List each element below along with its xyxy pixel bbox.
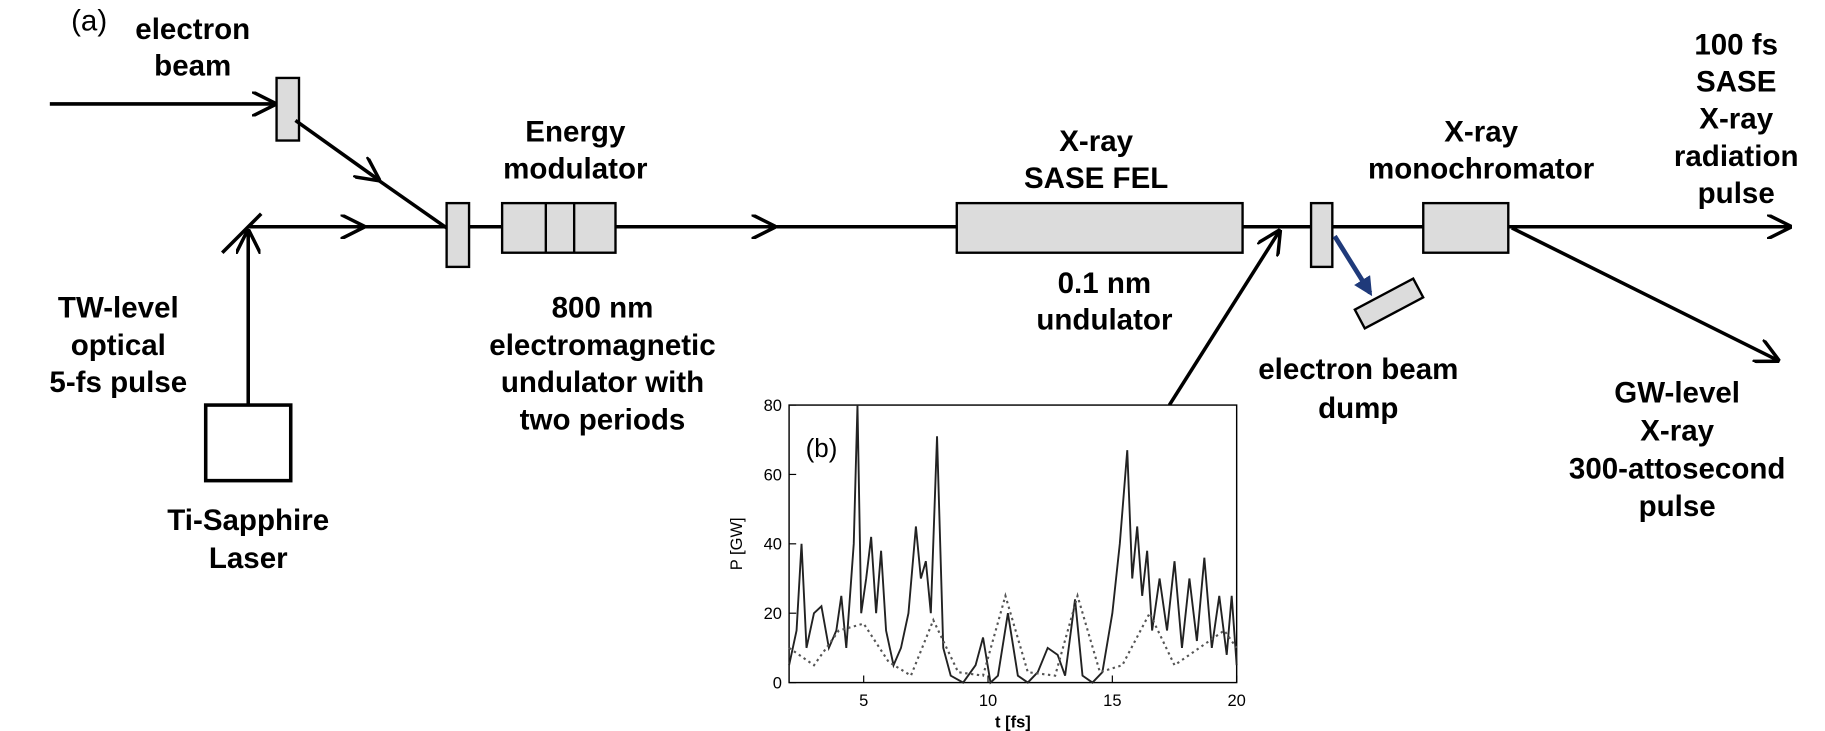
attosecond-arrow [1511, 226, 1778, 360]
label: pulse [1639, 490, 1716, 523]
x-tick-label: 15 [1103, 691, 1121, 710]
label: SASE [1696, 66, 1776, 99]
label: X-ray [1444, 116, 1518, 149]
beam-arrow [294, 119, 378, 179]
label: 800 nm [552, 292, 654, 325]
label: beam [154, 50, 231, 83]
panel-label: (a) [71, 5, 107, 38]
beam-dump [1353, 276, 1425, 331]
y-tick-label: 80 [764, 396, 782, 415]
x-tick-label: 5 [859, 691, 868, 710]
panel-label: (b) [806, 433, 838, 463]
label: 5-fs pulse [49, 366, 187, 399]
y-tick-label: 0 [773, 673, 782, 692]
dipole [1309, 201, 1334, 269]
mirror [220, 212, 263, 254]
label: Energy [525, 116, 626, 149]
label: X-ray [1059, 125, 1133, 158]
label: X-ray [1699, 103, 1773, 136]
beam-line [374, 176, 448, 230]
label: 300-attosecond [1569, 452, 1786, 485]
y-axis-label: P [GW] [727, 517, 746, 570]
label: electron [135, 13, 250, 46]
dump-arrow [1332, 234, 1373, 297]
label: 100 fs [1694, 28, 1778, 61]
series-line [788, 592, 1238, 678]
label: electron beam [1258, 353, 1458, 386]
label: modulator [503, 152, 648, 185]
series-line [788, 405, 1238, 685]
label: Ti-Sapphire [167, 504, 329, 537]
label: Laser [209, 542, 288, 575]
y-tick-label: 40 [764, 535, 782, 554]
x-tick-label: 10 [979, 691, 997, 710]
label: 0.1 nm [1058, 267, 1152, 300]
dipole [275, 76, 301, 142]
label: electromagnetic [489, 329, 715, 362]
label: X-ray [1640, 414, 1714, 447]
label: radiation [1674, 140, 1799, 173]
beamline [49, 76, 1790, 483]
label: undulator [1036, 303, 1173, 336]
label: two periods [520, 403, 686, 436]
label: dump [1318, 392, 1398, 425]
label: SASE FEL [1024, 162, 1168, 195]
energy-modulator [500, 201, 617, 254]
sase-undulator [955, 201, 1244, 254]
x-axis-label: t [fs] [995, 712, 1031, 731]
inset-chart: 5 10 15 20 0 20 40 60 80 t [fs] P [GW] (b) [727, 396, 1246, 731]
label: pulse [1698, 177, 1775, 210]
label: monochromator [1368, 152, 1595, 185]
monochromator [1422, 201, 1510, 254]
inset-pointer [1167, 231, 1279, 407]
plot-frame [788, 404, 1238, 684]
x-tick-label: 20 [1227, 691, 1245, 710]
laser-box [203, 403, 293, 483]
label: undulator with [501, 366, 704, 399]
label: GW-level [1614, 377, 1740, 410]
dipole [445, 201, 471, 269]
label: TW-level [58, 292, 179, 325]
label: optical [71, 329, 166, 362]
y-tick-label: 20 [764, 604, 782, 623]
y-tick-label: 60 [764, 465, 782, 484]
